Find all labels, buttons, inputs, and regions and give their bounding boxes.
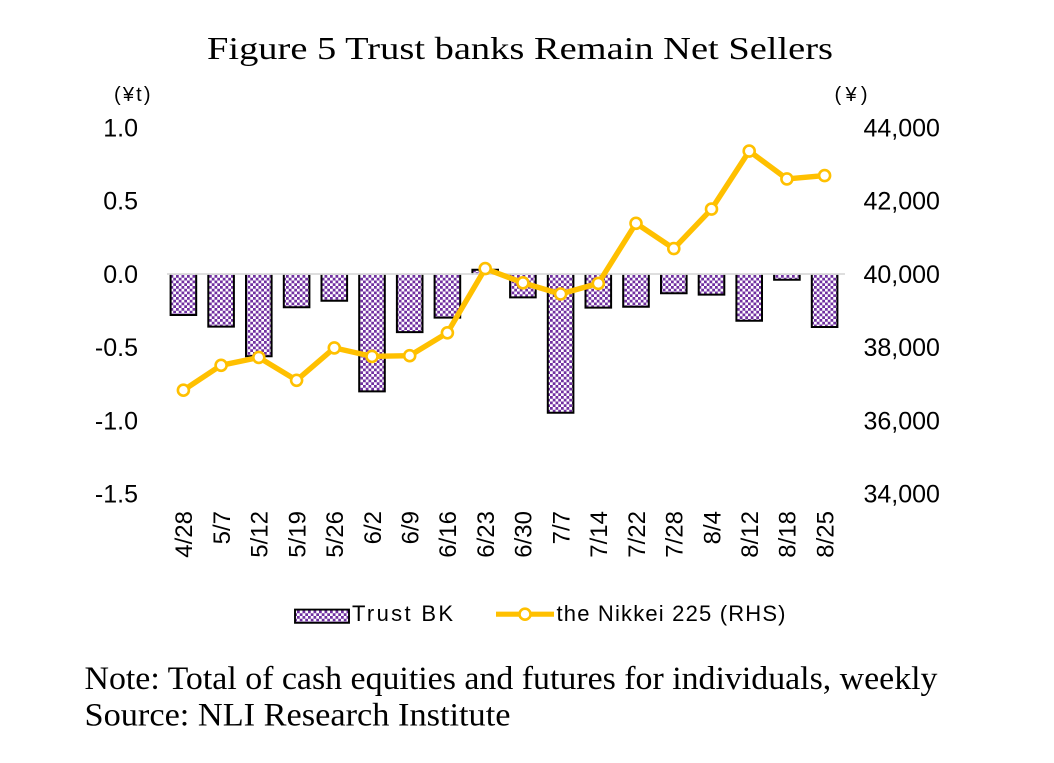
svg-text:1.0: 1.0 <box>103 115 138 143</box>
svg-text:Source: NLI Research Institute: Source: NLI Research Institute <box>85 698 511 734</box>
svg-text:(¥t): (¥t) <box>114 84 151 106</box>
svg-text:4/28: 4/28 <box>171 511 198 558</box>
svg-text:5/7: 5/7 <box>209 511 236 544</box>
svg-text:7/22: 7/22 <box>624 511 651 558</box>
svg-text:7/7: 7/7 <box>548 511 575 544</box>
svg-text:34,000: 34,000 <box>864 481 940 509</box>
svg-text:-0.5: -0.5 <box>95 334 138 362</box>
svg-text:0.5: 0.5 <box>103 188 138 216</box>
svg-text:Figure 5 Trust banks Remain Ne: Figure 5 Trust banks Remain Net Sellers <box>207 30 833 66</box>
svg-text:44,000: 44,000 <box>864 115 940 143</box>
svg-text:8/12: 8/12 <box>737 511 764 558</box>
svg-text:42,000: 42,000 <box>864 188 940 216</box>
svg-text:7/28: 7/28 <box>662 511 689 558</box>
svg-text:6/9: 6/9 <box>398 511 425 544</box>
svg-text:8/4: 8/4 <box>699 511 726 544</box>
svg-text:8/18: 8/18 <box>775 511 802 558</box>
svg-text:6/30: 6/30 <box>511 511 538 558</box>
svg-text:5/19: 5/19 <box>284 511 311 558</box>
svg-text:0.0: 0.0 <box>103 261 138 289</box>
svg-text:-1.0: -1.0 <box>95 407 138 435</box>
svg-text:40,000: 40,000 <box>864 261 940 289</box>
svg-text:36,000: 36,000 <box>864 407 940 435</box>
svg-text:7/14: 7/14 <box>586 511 613 558</box>
svg-text:6/16: 6/16 <box>435 511 462 558</box>
svg-text:6/2: 6/2 <box>360 511 387 544</box>
svg-text:38,000: 38,000 <box>864 334 940 362</box>
svg-text:5/12: 5/12 <box>247 511 274 558</box>
svg-text:Note: Total of cash equities a: Note: Total of cash equities and futures… <box>85 661 939 697</box>
svg-text:(¥): (¥) <box>835 84 868 106</box>
svg-text:-1.5: -1.5 <box>95 481 138 509</box>
svg-text:8/25: 8/25 <box>812 511 839 558</box>
svg-text:6/23: 6/23 <box>473 511 500 558</box>
svg-text:5/26: 5/26 <box>322 511 349 558</box>
